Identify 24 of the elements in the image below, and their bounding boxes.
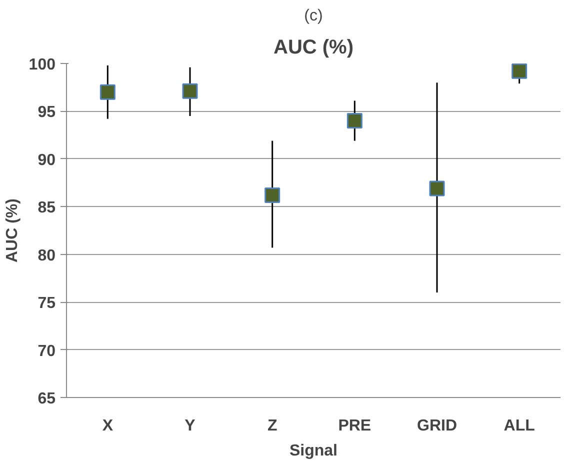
chart-title: AUC (%) [274,36,354,58]
y-tick-label: 100 [28,56,56,74]
x-tick-label: Z [267,418,278,434]
x-axis-title: Signal [289,442,338,460]
y-tick-label: 85 [38,200,56,217]
point [512,64,528,79]
y-tick-label: 95 [38,104,56,122]
y-tick-label: 70 [38,342,56,360]
point [346,113,362,129]
point [429,180,445,196]
y-tick-label: 65 [38,390,56,408]
x-tick-label: ALL [504,418,536,434]
x-tick-label: X [102,418,114,434]
y-tick-label: 90 [38,152,56,169]
text: (c) [304,8,323,24]
x-tick-label: GRID [417,418,457,434]
x-tick-label: PRE [338,418,372,434]
x-tick-label: Y [184,418,196,434]
point [182,83,198,99]
y-tick-label: 80 [38,247,56,264]
point [100,84,116,100]
point [264,187,280,203]
y-axis-title: AUC (%) [4,198,21,262]
y-tick-label: 75 [38,295,56,312]
